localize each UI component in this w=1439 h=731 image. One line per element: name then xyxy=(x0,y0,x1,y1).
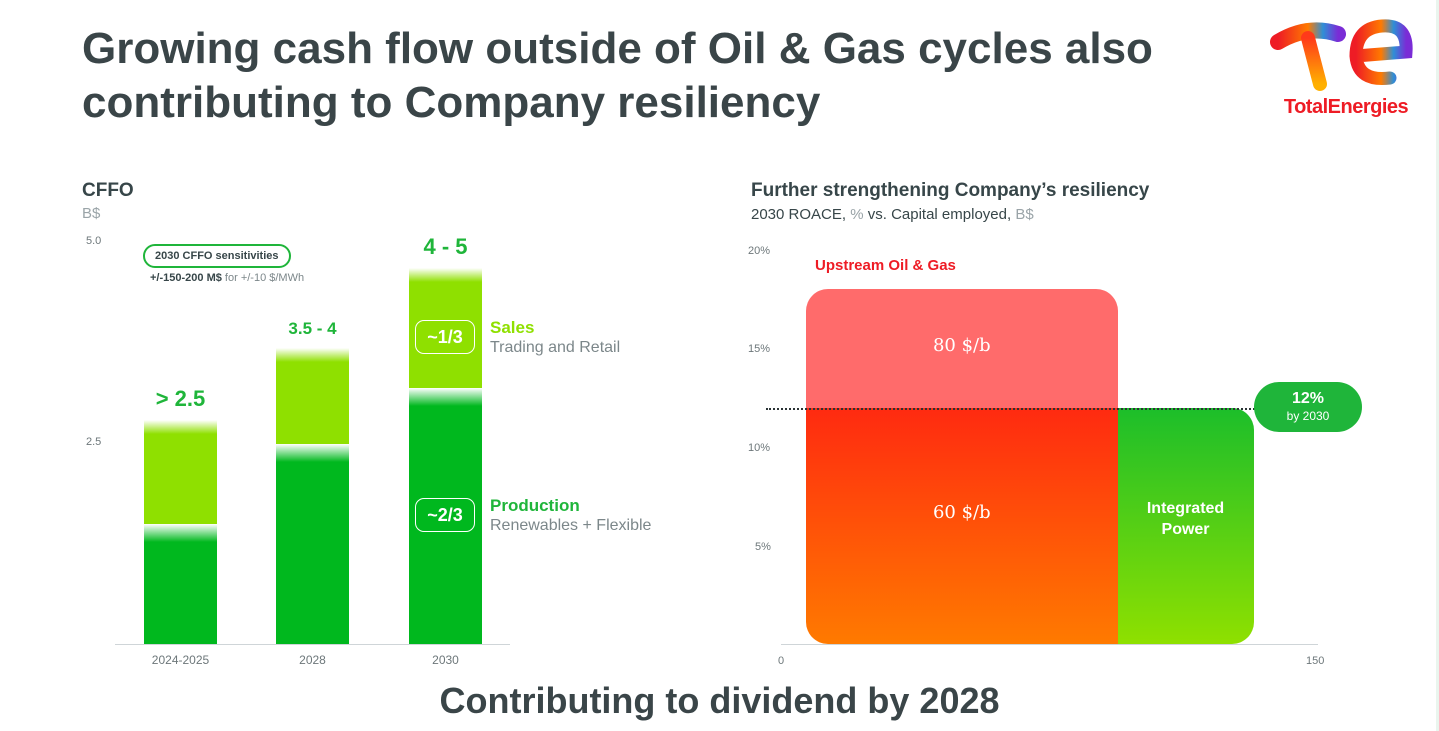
roace-reference-line xyxy=(766,407,1258,410)
subtitle-percent: % xyxy=(850,206,864,223)
x-label-2030: 2030 xyxy=(432,653,459,667)
x-label-2024-2025: 2024-2025 xyxy=(151,653,210,667)
y-tick-2-5: 2.5 xyxy=(86,436,102,448)
upstream-60-block xyxy=(806,407,1118,644)
cffo-unit: B$ xyxy=(82,205,101,222)
resiliency-subtitle: 2030 ROACE, % vs. Capital employed, B$ xyxy=(751,206,1034,223)
bar-sales-2024-2025 xyxy=(144,420,217,524)
integrated-power-label: Integrated Power xyxy=(1146,499,1225,538)
bottom-banner: Contributing to dividend by 2028 xyxy=(439,680,1000,721)
page-title: Growing cash flow outside of Oil & Gas c… xyxy=(82,24,1153,127)
roace-x-axis xyxy=(781,644,1318,645)
sensitivity-value: +/-150-200 M$ xyxy=(150,272,222,284)
bar-sales-2028 xyxy=(276,348,349,444)
target-value: 12% xyxy=(1291,390,1325,407)
integrated-power-block xyxy=(1117,407,1254,644)
y-tick-15: 15% xyxy=(748,343,771,355)
price-60-label: 60 $/b xyxy=(932,501,991,523)
sales-share-pill: ~1/3 xyxy=(415,320,475,354)
subtitle-bdollar: B$ xyxy=(1015,206,1034,223)
y-tick-5: 5.0 xyxy=(86,235,102,247)
bar-value-label-2028: 3.5 - 4 xyxy=(288,319,337,338)
bar-production-2028 xyxy=(276,444,349,644)
y-tick-10: 10% xyxy=(748,442,771,454)
bar-value-label-2030: 4 - 5 xyxy=(423,234,468,259)
sensitivity-condition: for +/-10 $/MWh xyxy=(224,272,305,284)
target-note: by 2030 xyxy=(1286,409,1330,423)
legend-sales-sub: Trading and Retail xyxy=(490,339,621,356)
x-label-2028: 2028 xyxy=(299,653,326,667)
x-tick-150: 150 xyxy=(1306,655,1325,667)
resiliency-title: Further strengthening Company’s resilien… xyxy=(751,180,1150,201)
upstream-80-block xyxy=(806,289,1118,408)
legend-production-title: Production xyxy=(490,496,580,515)
y-tick-5: 5% xyxy=(755,541,771,553)
sensitivity-pill: 2030 CFFO sensitivities xyxy=(143,244,291,268)
cffo-title: CFFO xyxy=(82,180,134,201)
y-tick-20: 20% xyxy=(748,245,771,257)
subtitle-roace: 2030 ROACE, xyxy=(751,206,847,223)
bar-value-label-2024-2025: > 2.5 xyxy=(155,386,206,411)
cffo-x-axis xyxy=(115,644,510,645)
totalenergies-logo-icon xyxy=(1270,19,1413,91)
sensitivity-note: +/-150-200 M$ for +/-10 $/MWh xyxy=(150,272,304,284)
price-80-label: 80 $/b xyxy=(932,334,991,356)
upstream-label: Upstream Oil & Gas xyxy=(815,257,956,274)
brand-logo: TotalEnergies xyxy=(1268,14,1424,124)
legend-production-sub: Renewables + Flexible xyxy=(490,517,652,534)
bar-production-2030 xyxy=(409,388,482,644)
x-tick-0: 0 xyxy=(778,655,785,667)
target-pill: 12% by 2030 xyxy=(1254,382,1362,432)
subtitle-capital: vs. Capital employed, xyxy=(867,206,1012,223)
legend-sales-title: Sales xyxy=(490,318,535,337)
bar-production-2024-2025 xyxy=(144,524,217,644)
brand-name: TotalEnergies xyxy=(1283,96,1409,118)
page-edge-accent xyxy=(1436,0,1439,731)
production-share-pill: ~2/3 xyxy=(415,498,475,532)
